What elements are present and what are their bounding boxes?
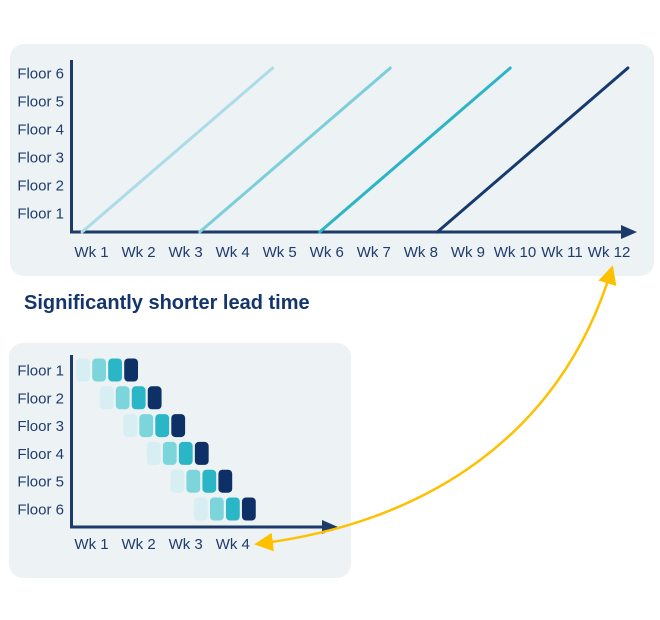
sequential-lead-time-panel: Floor 6 Floor 5 Floor 4 Floor 3 Floor 2 Floor… (10, 44, 654, 276)
bottom-week-label: Wk 2 (122, 536, 156, 553)
top-week-label: Wk 8 (404, 244, 438, 261)
gantt-phase-block (131, 386, 146, 410)
bottom-x-axis-arrowhead-icon (322, 520, 338, 534)
gantt-phase-block (139, 414, 154, 438)
top-week-label: Wk 9 (451, 244, 485, 261)
top-week-label: Wk 5 (263, 244, 297, 261)
top-floor-label: Floor 2 (17, 178, 64, 195)
shorter-lead-time-gantt: Floor 1 Floor 2 Floor 3 Floor 4 Floor 5 Floor… (17, 355, 338, 553)
stage-2-line (198, 66, 392, 234)
top-floor-label: Floor 1 (17, 206, 64, 223)
gantt-phase-block (123, 414, 138, 438)
bottom-floor-label: Floor 5 (17, 474, 64, 491)
bottom-floor-label: Floor 3 (17, 418, 64, 435)
bottom-week-label: Wk 3 (169, 536, 203, 553)
gantt-phase-block (178, 441, 193, 465)
shorter-lead-time-panel: Floor 1 Floor 2 Floor 3 Floor 4 Floor 5 Floor… (9, 343, 351, 578)
bottom-floor-label: Floor 2 (17, 390, 64, 407)
bottom-floor-label: Floor 1 (17, 363, 64, 380)
gantt-phase-block (92, 358, 107, 382)
gantt-phase-block (218, 469, 233, 493)
top-week-label: Wk 6 (310, 244, 344, 261)
gantt-phase-block (108, 358, 123, 382)
gantt-phase-block (186, 469, 201, 493)
top-week-label: Wk 4 (216, 244, 250, 261)
top-floor-label: Floor 5 (17, 94, 64, 111)
gantt-phase-block (193, 497, 208, 521)
top-week-label: Wk 12 (588, 244, 631, 261)
stage-4-line (435, 66, 630, 234)
gantt-phase-block (76, 358, 91, 382)
gantt-phase-block (202, 469, 217, 493)
top-x-axis-arrowhead-icon (621, 225, 637, 239)
bottom-floor-label: Floor 6 (17, 502, 64, 519)
bottom-week-label: Wk 1 (74, 536, 108, 553)
sequential-lead-time-chart: Floor 6 Floor 5 Floor 4 Floor 3 Floor 2 Floor… (17, 60, 637, 261)
gantt-phase-block (162, 441, 177, 465)
gantt-phase-block (99, 386, 114, 410)
stage-1-line (80, 66, 275, 234)
top-week-label: Wk 2 (121, 244, 155, 261)
top-floor-label: Floor 3 (17, 150, 64, 167)
gantt-phase-block (209, 497, 224, 521)
gantt-phase-block (115, 386, 130, 410)
stage-3-line (318, 66, 512, 234)
gantt-phase-block (170, 469, 185, 493)
gantt-phase-block (146, 441, 161, 465)
bottom-week-label: Wk 4 (216, 536, 250, 553)
top-week-label: Wk 10 (494, 244, 537, 261)
section-title: Significantly shorter lead time (24, 292, 310, 314)
gantt-phase-block (147, 386, 162, 410)
top-week-label: Wk 11 (541, 244, 582, 261)
gantt-phase-block (225, 497, 240, 521)
top-floor-label: Floor 6 (17, 66, 64, 83)
top-week-label: Wk 7 (357, 244, 391, 261)
gantt-phase-block (194, 441, 209, 465)
top-week-label: Wk 3 (169, 244, 203, 261)
top-floor-label: Floor 4 (17, 122, 64, 139)
bottom-floor-label: Floor 4 (17, 446, 64, 463)
gantt-phase-block (124, 358, 139, 382)
gantt-phase-block (241, 497, 256, 521)
gantt-phase-block (155, 414, 170, 438)
top-week-label: Wk 1 (74, 244, 108, 261)
gantt-phase-block (171, 414, 186, 438)
